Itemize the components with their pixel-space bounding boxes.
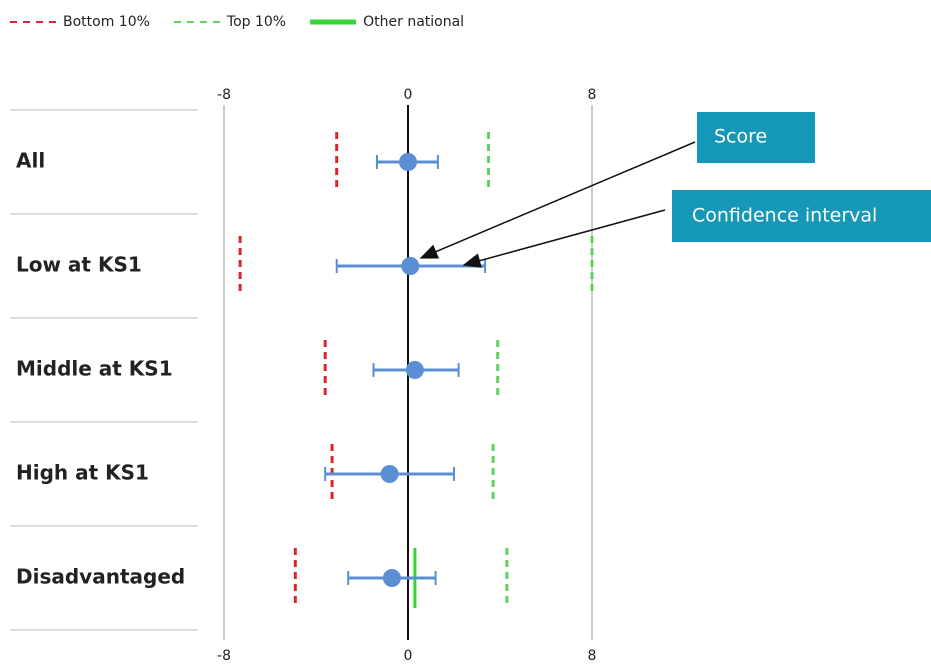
category-label: All (16, 149, 45, 173)
legend-label: Other national (363, 14, 464, 30)
x-tick-label: 0 (404, 87, 413, 103)
category-label: Low at KS1 (16, 253, 142, 277)
score-dot (399, 153, 417, 171)
x-tick-label: 8 (588, 87, 597, 103)
legend-label: Bottom 10% (63, 14, 150, 30)
legend-label: Top 10% (226, 14, 286, 30)
annotation-ci: Confidence interval (462, 190, 931, 268)
score-dot (401, 257, 420, 275)
score-dot (405, 361, 424, 379)
x-tick-label: -8 (217, 648, 231, 664)
plot: -8 -8 0 0 8 8 All Low at KS1 Middle at KS1 High a… (10, 14, 596, 664)
annotation-text: Score (714, 126, 767, 148)
score-dot (380, 465, 399, 483)
annotation-score: Score (419, 112, 815, 259)
x-tick-label: 8 (588, 648, 597, 664)
score-dot (382, 569, 401, 587)
category-label: Middle at KS1 (16, 357, 173, 381)
category-label: Disadvantaged (16, 565, 185, 589)
category-label: High at KS1 (16, 461, 149, 485)
x-tick-label: -8 (217, 87, 231, 103)
annotation-text: Confidence interval (692, 205, 877, 227)
x-tick-label: 0 (404, 648, 413, 664)
